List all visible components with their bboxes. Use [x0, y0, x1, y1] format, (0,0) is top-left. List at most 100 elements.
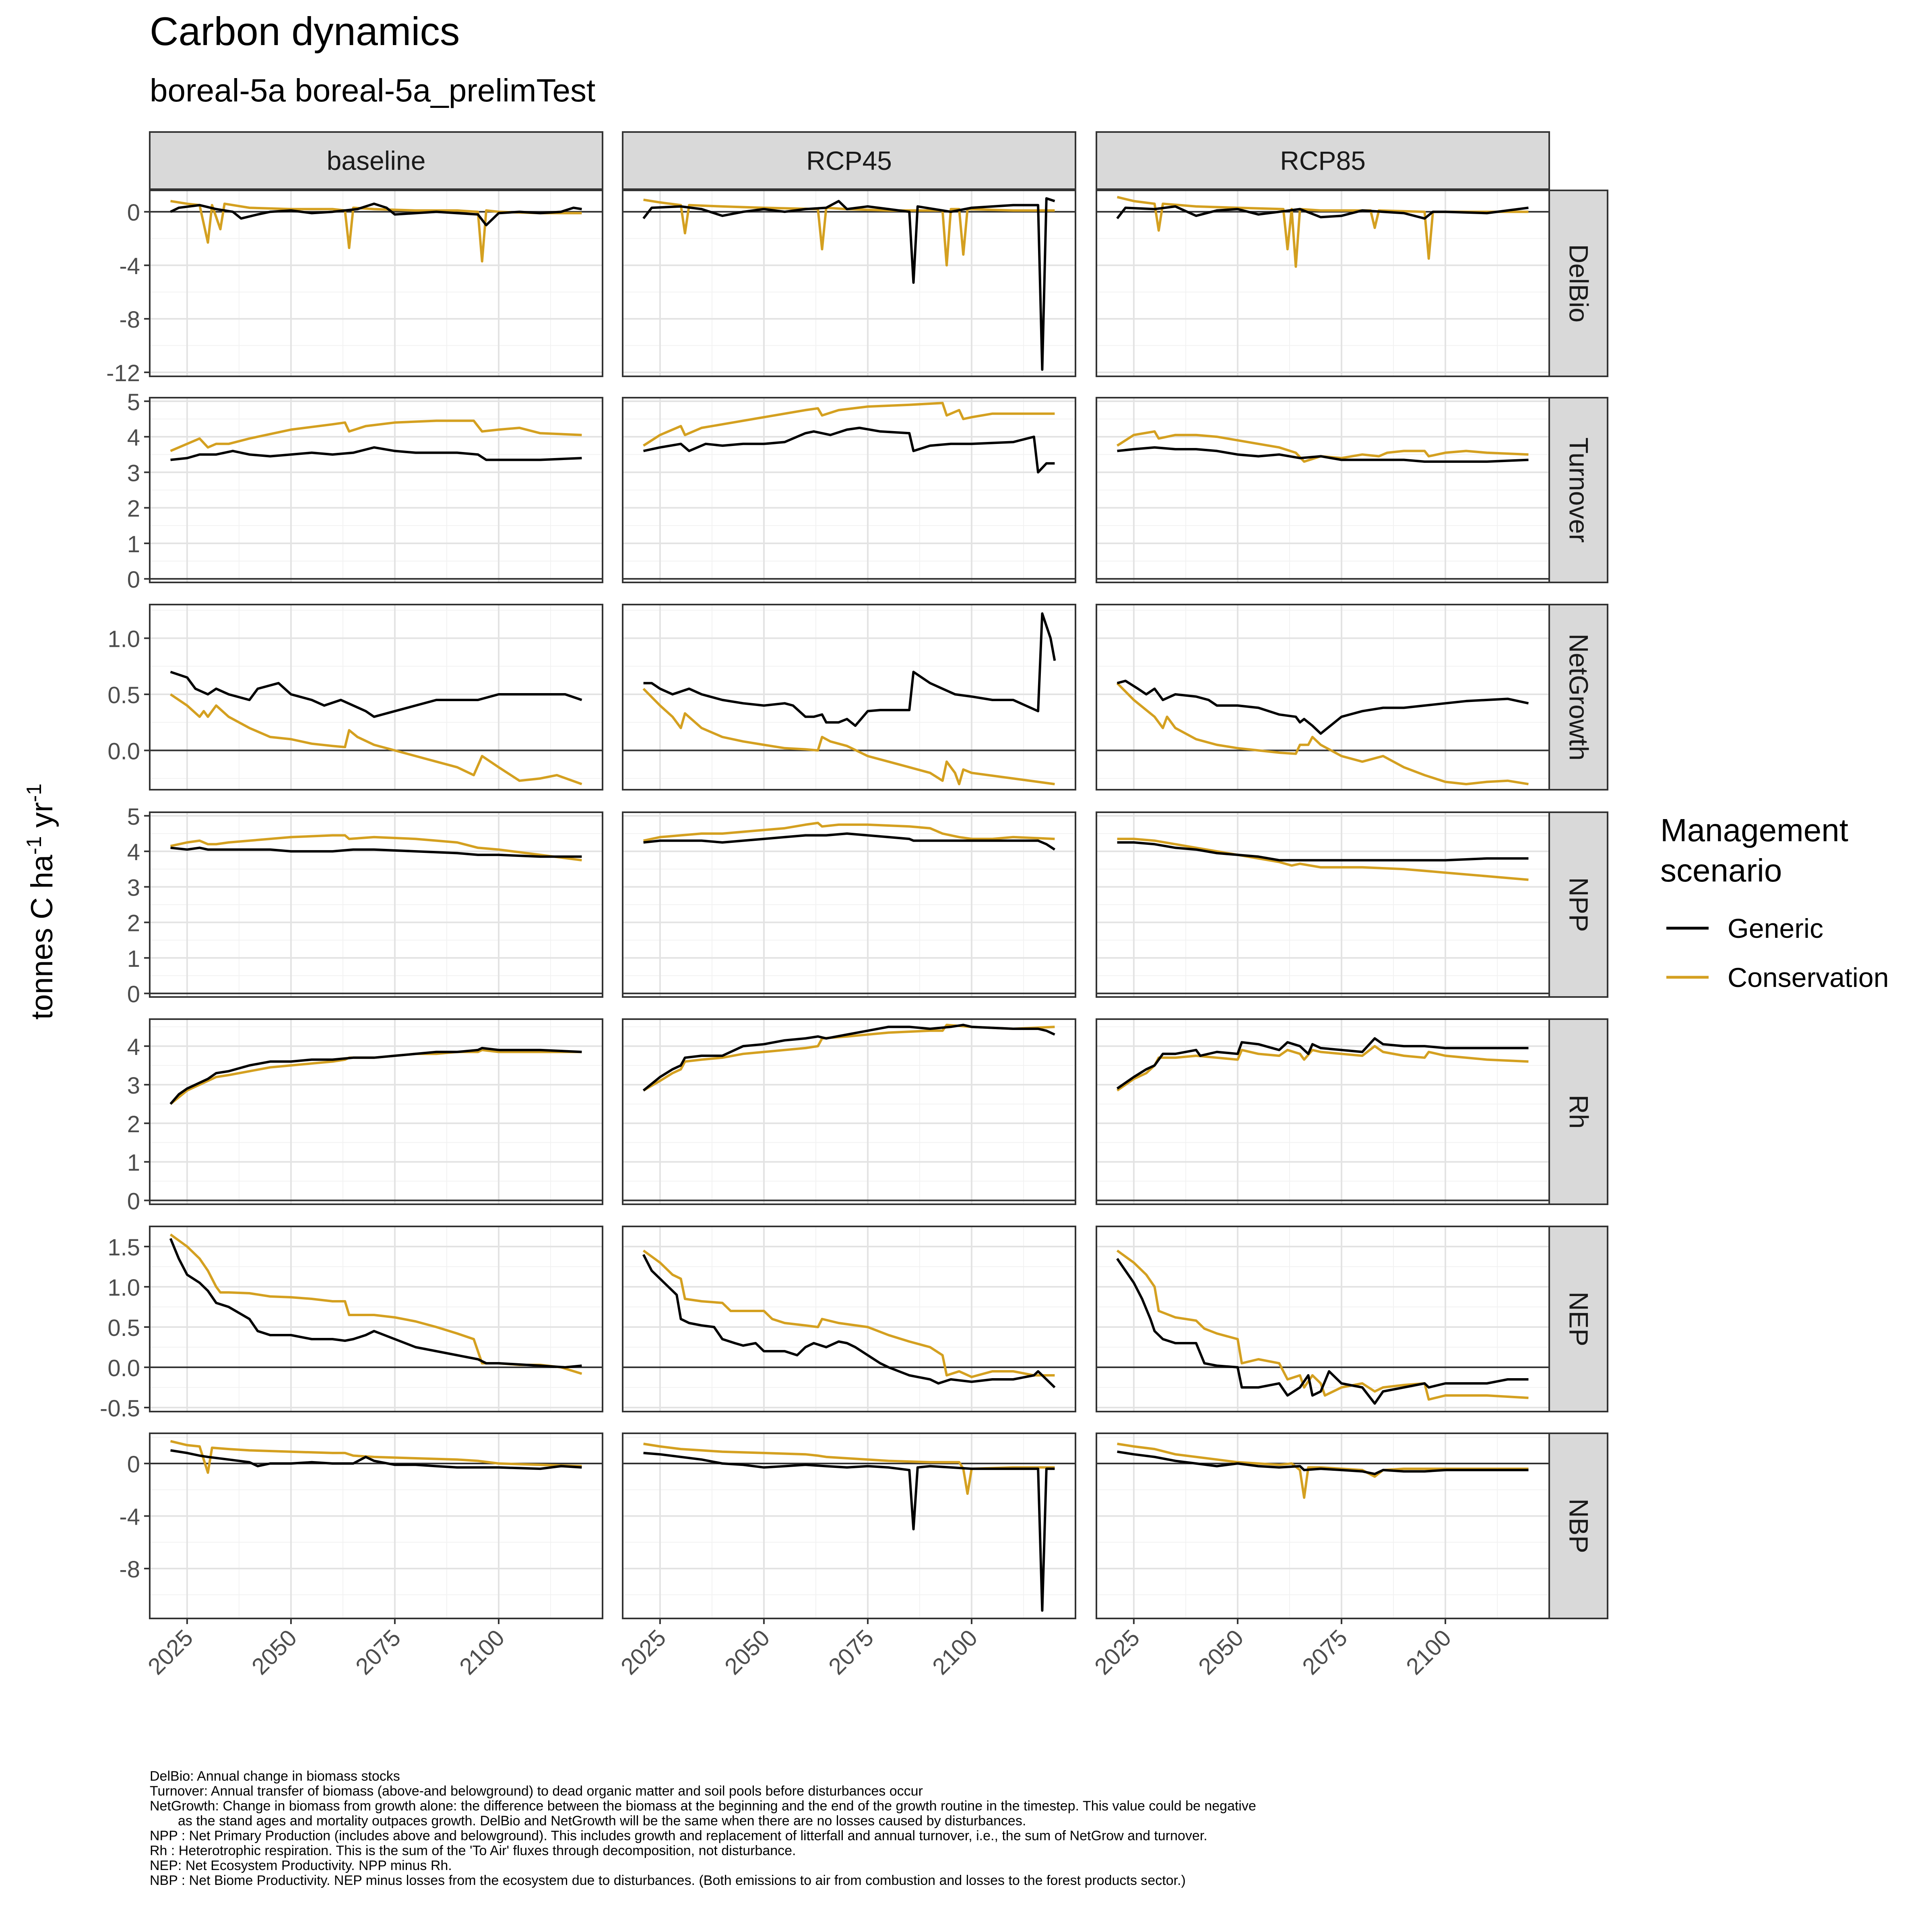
series-line-conservation — [170, 1440, 582, 1474]
legend-title-line2: scenario — [1660, 852, 1782, 888]
series-line-conservation — [1116, 1249, 1529, 1401]
y-tick-label: 1 — [127, 946, 140, 972]
series-line-conservation — [1117, 196, 1529, 268]
chart-subtitle: boreal-5a boreal-5a_prelimTest — [150, 72, 595, 108]
x-tick-label: 2100 — [927, 1624, 983, 1680]
panel-turnover-rcp85 — [1096, 397, 1550, 583]
y-tick-label: 4 — [127, 1034, 140, 1060]
series-line-conservation — [169, 693, 582, 785]
y-tick-label: 2 — [127, 496, 140, 522]
x-tick-label: 2100 — [454, 1624, 510, 1680]
panel-border — [149, 190, 603, 377]
panel-nep-baseline: -0.5 0.0 0.5 1.0 1.5 — [100, 1226, 603, 1422]
series-line-generic — [1117, 446, 1529, 463]
panel-background — [623, 190, 1075, 376]
series-line-generic — [642, 197, 1055, 371]
row-strip-nbp: NBP — [1548, 1432, 1608, 1619]
strip-background — [1548, 1018, 1608, 1205]
panel-rh-rcp85 — [1096, 1018, 1550, 1205]
series-line-generic — [643, 832, 1056, 851]
x-axes: 2025 2050 2075 2100 2025 2050 2075 2100 2025 2050… — [143, 1618, 1456, 1680]
panel-border — [622, 604, 1076, 791]
series-line-conservation — [1116, 1045, 1529, 1092]
y-tick-label: 3 — [127, 875, 140, 901]
series-line-conservation — [643, 198, 1055, 267]
strip-label: baseline — [327, 146, 426, 175]
y-tick-label: -4 — [119, 1504, 140, 1530]
facet-strips: DelBio Turnover NetGrowth NPP Rh NEP NBP baseli… — [149, 131, 1608, 1619]
x-tick-label: 2025 — [1090, 1624, 1145, 1680]
y-axis-label-sup1: -1 — [23, 836, 46, 855]
panel-background — [623, 1433, 1075, 1618]
footnote-delbio: DelBio: Annual change in biomass stocks — [150, 1769, 400, 1784]
series-line-generic — [642, 1254, 1056, 1389]
series-line-conservation — [1116, 682, 1529, 786]
strip-label: NPP — [1564, 877, 1594, 932]
footnote-rh: Rh : Heterotrophic respiration. This is … — [150, 1843, 796, 1858]
strip-label: NEP — [1564, 1292, 1594, 1346]
panel-border — [622, 811, 1076, 998]
y-tick-label: 1 — [127, 531, 140, 557]
y-axis-label-sup2: -1 — [23, 784, 46, 802]
x-tick-label: 2050 — [720, 1624, 775, 1680]
panel-delbio-rcp45 — [622, 190, 1076, 377]
series-line-generic — [1117, 679, 1529, 735]
footnote-npp: NPP : Net Primary Production (includes a… — [150, 1828, 1208, 1843]
strip-background — [149, 131, 603, 190]
panel-border — [149, 811, 603, 998]
series-line-generic — [642, 1024, 1055, 1092]
y-tick-label: 5 — [127, 389, 140, 415]
panel-border — [149, 397, 603, 583]
footnote-nbp: NBP : Net Biome Productivity. NEP minus … — [150, 1873, 1186, 1888]
series-line-conservation — [170, 200, 582, 263]
y-tick-label: 1.0 — [107, 626, 140, 652]
panel-border — [622, 190, 1076, 377]
panel-border — [149, 1432, 603, 1619]
y-tick-label: 5 — [127, 804, 140, 830]
y-tick-label: -0.5 — [100, 1395, 140, 1422]
y-tick-label: 0.0 — [107, 1355, 140, 1381]
series-line-generic — [1117, 1450, 1529, 1476]
y-tick-label: 2 — [127, 1111, 140, 1137]
panel-nbp-rcp45 — [622, 1432, 1076, 1619]
panel-background — [623, 1226, 1075, 1412]
series-line-conservation — [1117, 838, 1529, 881]
y-axis-label-mid: yr — [25, 802, 59, 836]
panel-rh-rcp45 — [622, 1018, 1076, 1205]
legend: Management scenario Generic Conservation — [1660, 812, 1889, 993]
y-tick-label: 0.0 — [107, 738, 140, 764]
footnotes: DelBio: Annual change in biomass stocks … — [150, 1769, 1880, 1888]
series-line-generic — [170, 671, 582, 718]
panel-background — [1096, 1019, 1549, 1204]
strip-label: Rh — [1564, 1095, 1594, 1129]
x-tick-label: 2050 — [247, 1624, 302, 1680]
panel-border — [622, 1432, 1076, 1619]
series-line-generic — [169, 1046, 582, 1105]
legend-label-conservation: Conservation — [1728, 962, 1889, 993]
strip-label: NetGrowth — [1564, 634, 1594, 760]
strip-label: RCP85 — [1280, 146, 1366, 175]
series-line-conservation — [643, 1443, 1055, 1495]
panel-nep-rcp85 — [1096, 1226, 1550, 1412]
series-line-conservation — [643, 822, 1055, 842]
x-axis-rcp45: 2025 2050 2075 2100 — [616, 1618, 983, 1680]
facet-panels: 0 -4 -8 -12 0 1 2 3 4 5 0.0 0.5 1.0 0 1 2 3 4 5 0 1 2 3 4 -0.5 0.… — [100, 190, 1550, 1619]
x-tick-label: 2100 — [1401, 1624, 1456, 1680]
panel-background — [150, 605, 603, 790]
series-line-generic — [170, 202, 582, 227]
x-tick-label: 2025 — [616, 1624, 671, 1680]
series-line-conservation — [1116, 430, 1529, 463]
series-line-conservation — [642, 402, 1055, 447]
panel-delbio-baseline: 0 -4 -8 -12 — [106, 190, 603, 386]
panel-background — [623, 605, 1075, 790]
series-line-generic — [643, 427, 1055, 474]
y-tick-label: 0 — [127, 567, 140, 593]
row-strip-npp: NPP — [1548, 811, 1608, 998]
panel-turnover-rcp45 — [622, 397, 1076, 583]
strip-background — [1548, 397, 1608, 583]
strip-background — [1548, 190, 1608, 377]
panel-nbp-baseline: 0 -4 -8 — [119, 1432, 603, 1619]
panel-netgrowth-rcp45 — [622, 604, 1076, 791]
footnote-netgrowth-cont: as the stand ages and mortality outpaces… — [178, 1813, 1026, 1829]
